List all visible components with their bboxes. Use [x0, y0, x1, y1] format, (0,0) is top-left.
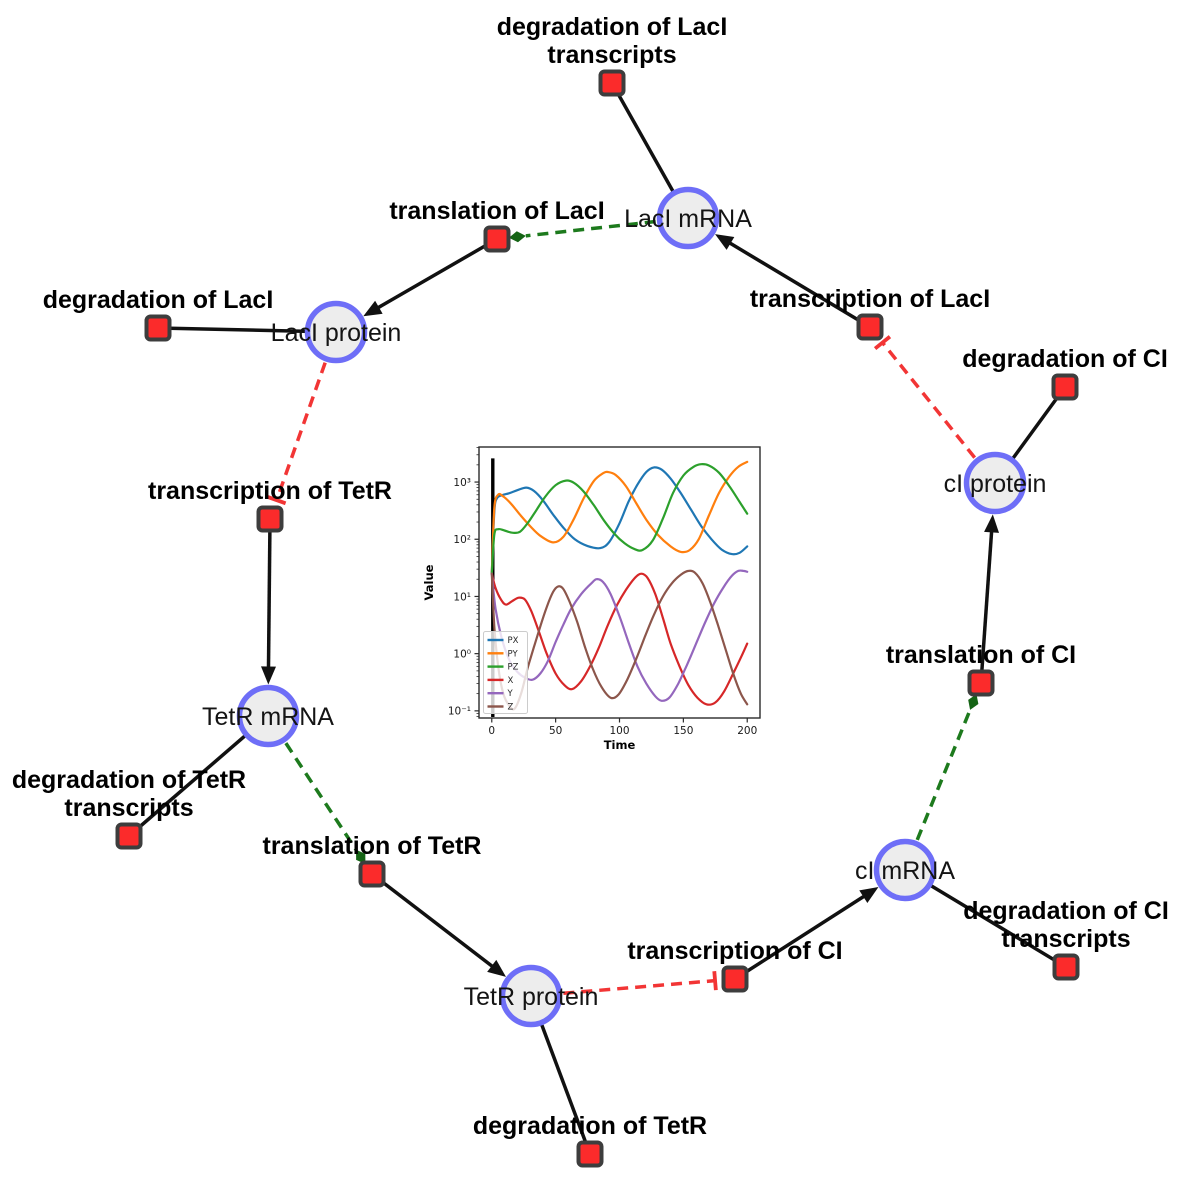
reaction-label-deg_cI_transcripts: transcripts — [1001, 925, 1130, 953]
diamond-arrowhead-edge-tetR_mRNA-to-translation_tetR — [356, 849, 366, 864]
legend-label-PZ: PZ — [508, 663, 519, 673]
edge-lacI_protein-to-transcription_tetR — [275, 362, 327, 501]
reaction-label-deg_cI: degradation of CI — [962, 345, 1168, 373]
edge-lacI_mRNA-to-translation_lacI — [525, 219, 656, 238]
species-node-tetR_protein — [499, 964, 563, 1028]
y-tick-label: 10⁰ — [453, 648, 471, 660]
arrowhead-edge-transcription_lacI-to-lacI_mRNA — [715, 234, 735, 250]
reaction-node-transcription_tetR — [256, 505, 284, 533]
x-axis-label: Time — [604, 738, 636, 752]
inset-plot: 0 50 100 150 20010⁻¹10⁰10¹10²10³TimeValuePXP… — [422, 436, 778, 762]
series-curve-PZ — [490, 463, 749, 575]
x-tick-label: 150 — [673, 725, 693, 737]
edge-transcription_lacI-to-lacI_mRNA — [721, 237, 871, 329]
edge-cI_mRNA-to-deg_cI_transcripts — [904, 868, 1067, 969]
arrowhead-edge-transcription_cI-to-cI_mRNA — [859, 887, 879, 904]
reaction-node-translation_lacI — [483, 225, 511, 253]
species-label-lacI_protein: LacI protein — [271, 319, 402, 347]
edge-tetR_mRNA-to-translation_tetR — [284, 742, 358, 851]
reaction-label-deg_lacI_transcripts: transcripts — [547, 41, 676, 69]
edge-translation_cI-to-cI_protein — [979, 523, 994, 684]
reaction-node-deg_cI — [1051, 373, 1079, 401]
x-tick-label: 0 — [488, 725, 495, 737]
reaction-node-translation_cI — [967, 669, 995, 697]
reaction-label-translation_lacI: translation of LacI — [389, 197, 604, 225]
species-label-cI_mRNA: cI mRNA — [855, 857, 955, 885]
reaction-label-translation_tetR: translation of TetR — [263, 832, 482, 860]
reaction-label-transcription_cI: transcription of CI — [627, 937, 842, 965]
edge-translation_tetR-to-tetR_protein — [370, 872, 500, 973]
y-axis-label: Value — [422, 564, 436, 600]
species-label-tetR_protein: TetR protein — [464, 983, 599, 1011]
reaction-label-transcription_lacI: transcription of LacI — [750, 285, 990, 313]
reaction-label-translation_cI: translation of CI — [886, 641, 1076, 669]
edge-transcription_tetR-to-tetR_mRNA — [266, 518, 272, 676]
reaction-label-deg_tetR_transcripts: transcripts — [64, 794, 193, 822]
reaction-label-transcription_tetR: transcription of TetR — [148, 477, 392, 505]
legend-label-Y: Y — [507, 689, 514, 699]
reaction-node-deg_tetR_transcripts — [115, 822, 143, 850]
reaction-node-transcription_cI — [721, 965, 749, 993]
y-tick-label: 10² — [453, 534, 471, 546]
reaction-node-deg_cI_transcripts — [1052, 953, 1080, 981]
edge-translation_lacI-to-lacI_protein — [370, 237, 498, 314]
legend: PX PY PZ XYZ — [483, 631, 528, 714]
nodes-layer — [115, 69, 1080, 1168]
edge-cI_mRNA-to-translation_cI — [915, 709, 972, 841]
x-tick-label: 50 — [549, 725, 562, 737]
arrowhead-edge-translation_tetR-to-tetR_protein — [487, 959, 507, 977]
diamond-arrowhead-edge-cI_mRNA-to-translation_cI — [968, 694, 979, 710]
arrowhead-edge-translation_cI-to-cI_protein — [984, 514, 1000, 533]
edge-transcription_cI-to-cI_mRNA — [734, 890, 872, 981]
species-node-lacI_protein — [304, 300, 368, 364]
diamond-arrowhead-edge-lacI_mRNA-to-translation_lacI — [508, 231, 526, 243]
reaction-node-deg_lacI_transcripts — [598, 69, 626, 97]
tbar-inhibitor-edge-lacI_protein-to-transcription_tetR — [267, 495, 287, 506]
species-label-cI_protein: cI protein — [944, 470, 1047, 498]
legend-label-Z: Z — [508, 703, 514, 713]
legend-label-X: X — [508, 676, 514, 686]
labels-layer: degradation of LacItranscriptstranslatio… — [12, 13, 1169, 1140]
species-node-cI_mRNA — [873, 838, 937, 902]
species-node-cI_protein — [963, 451, 1027, 515]
reaction-node-deg_lacI — [144, 314, 172, 342]
x-tick-label: 200 — [737, 725, 757, 737]
reaction-label-deg_lacI_transcripts: degradation of LacI — [497, 13, 728, 41]
series-curve-PY — [490, 460, 749, 575]
legend-box — [483, 631, 528, 714]
species-label-lacI_mRNA: LacI mRNA — [624, 205, 752, 233]
y-tick-label: 10¹ — [453, 591, 471, 603]
arrowhead-edge-translation_lacI-to-lacI_protein — [363, 300, 383, 317]
reaction-label-deg_tetR_transcripts: degradation of TetR — [12, 766, 246, 794]
species-label-tetR_mRNA: TetR mRNA — [202, 703, 334, 731]
y-tick-label: 10³ — [453, 477, 471, 489]
edges-layer — [127, 82, 1067, 1155]
species-node-tetR_mRNA — [236, 684, 300, 748]
reaction-label-deg_lacI: degradation of LacI — [43, 286, 274, 314]
tbar-inhibitor-edge-tetR_protein-to-transcription_cI — [712, 971, 718, 991]
series-curve-X — [490, 572, 749, 706]
reaction-node-translation_tetR — [358, 860, 386, 888]
edge-cI_protein-to-transcription_lacI — [881, 341, 977, 459]
reaction-label-deg_cI_transcripts: degradation of CI — [963, 897, 1169, 925]
species-node-lacI_mRNA — [656, 186, 720, 250]
legend-label-PY: PY — [508, 649, 519, 659]
tbar-inhibitor-edge-cI_protein-to-transcription_lacI — [873, 335, 892, 351]
edge-tetR_protein-to-transcription_cI — [563, 978, 716, 996]
reaction-node-transcription_lacI — [856, 313, 884, 341]
reaction-label-deg_tetR: degradation of TetR — [473, 1112, 707, 1140]
y-tick-label: 10⁻¹ — [448, 706, 471, 718]
reaction-node-deg_tetR — [576, 1140, 604, 1168]
series-curve-Y — [490, 569, 749, 702]
x-tick-label: 100 — [609, 725, 629, 737]
arrowhead-edge-transcription_tetR-to-tetR_mRNA — [261, 666, 277, 685]
legend-label-PX: PX — [508, 636, 519, 646]
